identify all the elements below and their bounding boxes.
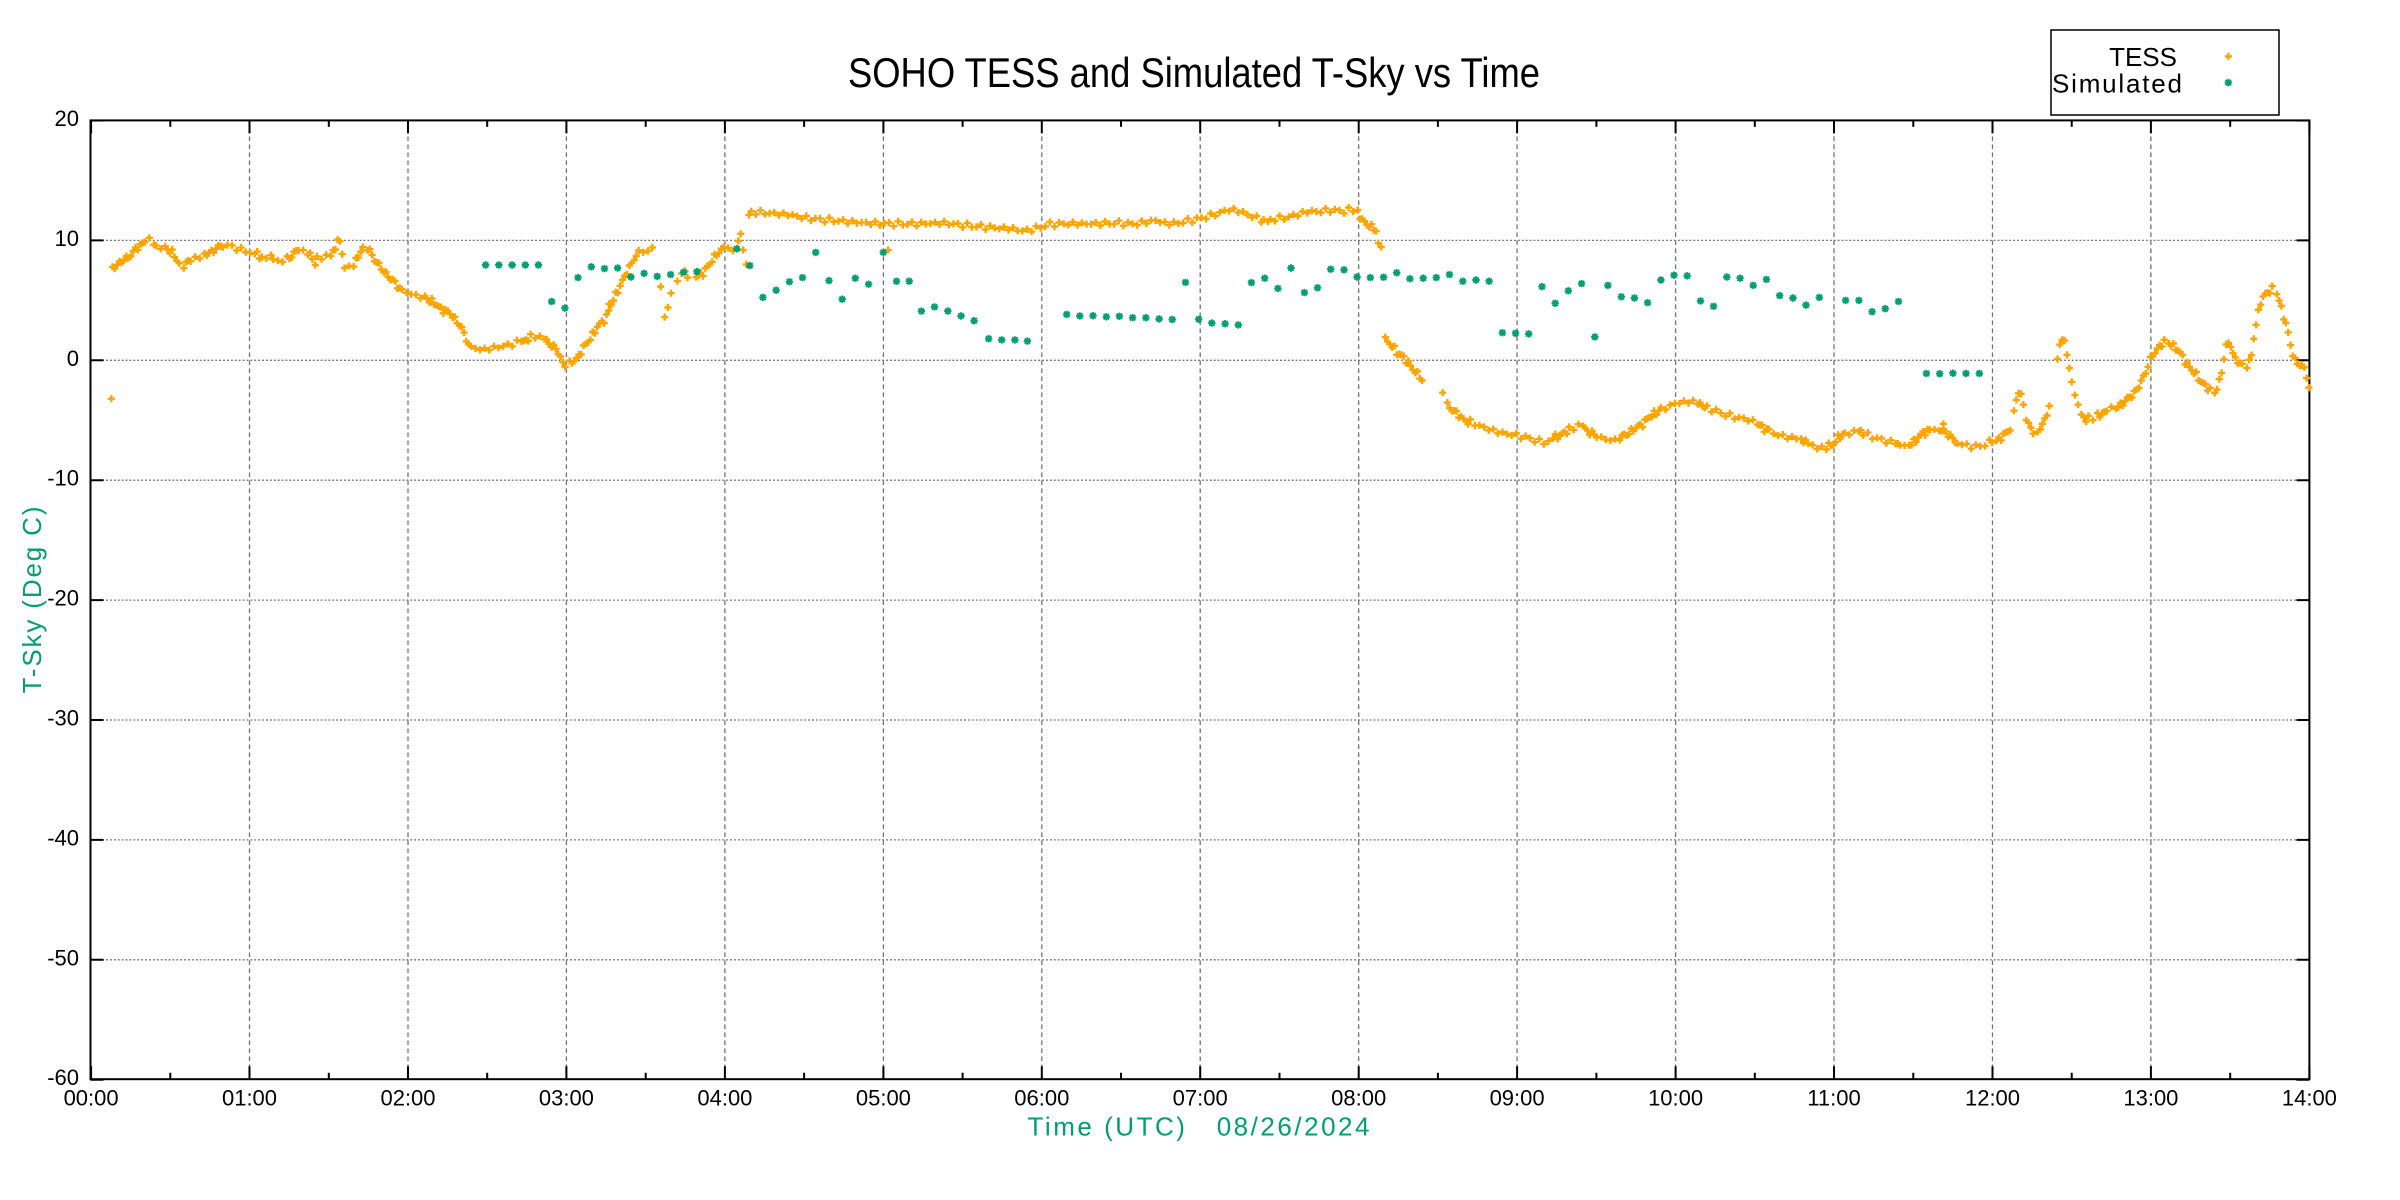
svg-text:08:00: 08:00: [1331, 1086, 1386, 1111]
svg-text:-10: -10: [47, 466, 79, 491]
svg-text:-40: -40: [47, 825, 79, 850]
svg-text:07:00: 07:00: [1173, 1086, 1228, 1111]
svg-text:09:00: 09:00: [1490, 1086, 1545, 1111]
svg-text:05:00: 05:00: [856, 1086, 911, 1111]
svg-text:20: 20: [55, 106, 79, 131]
svg-text:01:00: 01:00: [222, 1086, 277, 1111]
svg-text:-30: -30: [47, 706, 79, 731]
svg-text:Time (UTC) 08/26/2024: Time (UTC) 08/26/2024: [1028, 1111, 1370, 1141]
svg-text:02:00: 02:00: [380, 1086, 435, 1111]
svg-text:0: 0: [67, 346, 79, 371]
svg-text:-60: -60: [47, 1065, 79, 1090]
svg-text:-50: -50: [47, 945, 79, 970]
svg-text:11:00: 11:00: [1807, 1086, 1860, 1111]
svg-text:10: 10: [55, 226, 79, 251]
svg-text:04:00: 04:00: [697, 1086, 752, 1111]
svg-text:TESS: TESS: [2109, 42, 2177, 72]
svg-text:06:00: 06:00: [1014, 1086, 1069, 1111]
svg-text:SOHO TESS and Simulated T-Sky: SOHO TESS and Simulated T-Sky vs Time: [848, 49, 1540, 96]
svg-text:12:00: 12:00: [1965, 1086, 2020, 1111]
svg-text:03:00: 03:00: [539, 1086, 594, 1111]
svg-text:14:00: 14:00: [2282, 1086, 2337, 1111]
svg-text:10:00: 10:00: [1648, 1086, 1703, 1111]
svg-text:-20: -20: [47, 586, 79, 611]
svg-text:13:00: 13:00: [2123, 1086, 2178, 1111]
svg-text:00:00: 00:00: [64, 1086, 119, 1111]
